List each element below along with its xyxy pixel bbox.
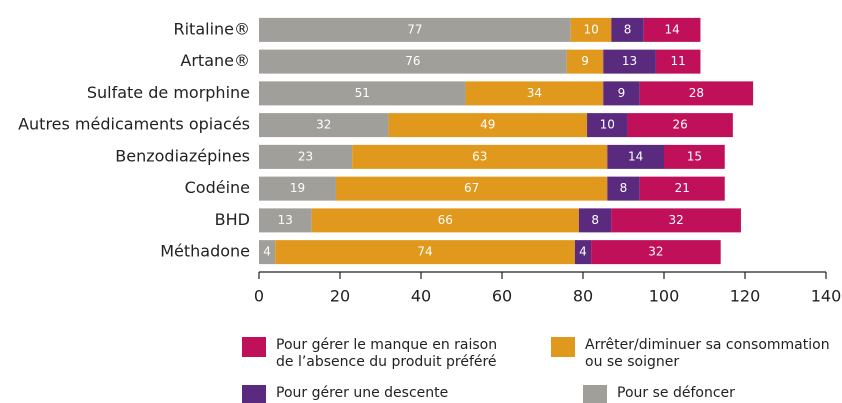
data-label: 28 (689, 86, 704, 100)
y-tick-label: Méthadone (160, 242, 250, 261)
x-tick-label: 100 (649, 287, 680, 306)
data-label: 66 (438, 213, 453, 227)
y-tick-label: Benzodiazépines (115, 146, 250, 165)
data-label: 51 (355, 86, 370, 100)
data-label: 11 (671, 54, 686, 68)
data-label: 15 (687, 149, 702, 163)
legend-label: Pour gérer une descente (276, 385, 449, 401)
data-label: 10 (600, 118, 615, 132)
legend-item: Arrêter/diminuer sa consommation ou se s… (551, 337, 831, 371)
data-label: 32 (648, 245, 663, 259)
legend-item: Pour gérer une descente (242, 385, 502, 403)
data-label: 14 (628, 149, 643, 163)
data-label: 8 (620, 181, 628, 195)
bar-segment (574, 240, 592, 265)
bar-segment (259, 81, 466, 106)
bar-segment (611, 17, 644, 42)
bar-segment (587, 113, 628, 138)
data-label: 32 (316, 118, 331, 132)
data-label: 74 (417, 245, 432, 259)
bar-segment (607, 176, 640, 201)
bar-segment (259, 208, 312, 233)
data-label: 32 (669, 213, 684, 227)
data-label: 76 (405, 54, 420, 68)
x-tick-label: 20 (330, 287, 350, 306)
bar-segment (259, 17, 571, 42)
data-label: 9 (581, 54, 589, 68)
data-label: 67 (464, 181, 479, 195)
bar-segment (465, 81, 604, 106)
bar-segment (352, 144, 608, 169)
bar-segment (639, 81, 754, 106)
y-tick-label: BHD (215, 210, 250, 229)
data-label: 4 (263, 245, 271, 259)
data-label: 77 (407, 22, 422, 36)
x-tick-label: 40 (411, 287, 431, 306)
data-label: 21 (675, 181, 690, 195)
data-label: 13 (622, 54, 637, 68)
y-tick-label: Artane® (180, 51, 250, 70)
bar-segment (655, 49, 701, 74)
bar-segment (311, 208, 579, 233)
x-tick-label: 60 (492, 287, 512, 306)
bar-segment (607, 144, 664, 169)
x-tick-label: 80 (573, 287, 593, 306)
bar-segment (639, 176, 725, 201)
data-label: 23 (298, 149, 313, 163)
bar-segment (627, 113, 733, 138)
bar-segment (578, 208, 612, 233)
bar-segment (566, 49, 604, 74)
bar-segment (335, 176, 608, 201)
bar-segment (570, 17, 612, 42)
bar-segment (603, 49, 656, 74)
bar-segment (603, 81, 640, 106)
y-tick-label: Autres médicaments opiacés (18, 115, 250, 134)
chart: 0 20 40 60 80 100 120 140 Ritaline® 77 10 8 14 Artane… (18, 17, 842, 306)
legend-swatch (242, 385, 266, 403)
x-tick-label: 140 (811, 287, 842, 306)
data-label: 13 (278, 213, 293, 227)
data-label: 63 (472, 149, 487, 163)
bar-segment (259, 176, 336, 201)
data-label: 8 (591, 213, 599, 227)
bar-segment (611, 208, 741, 233)
bar-segment (259, 144, 353, 169)
data-label: 9 (618, 86, 626, 100)
legend-swatch (242, 337, 266, 357)
data-label: 34 (527, 86, 542, 100)
legend-item: Pour gérer le manque en raison de l’abse… (242, 337, 512, 371)
data-label: 49 (480, 118, 495, 132)
bar-segment (259, 113, 389, 138)
legend-item: Pour se défoncer (583, 385, 823, 403)
x-tick-label: 0 (254, 287, 264, 306)
bar-segment (275, 240, 575, 265)
data-label: 8 (624, 22, 632, 36)
data-label: 14 (664, 22, 679, 36)
bar-segment (259, 240, 276, 265)
bar-segment (388, 113, 588, 138)
data-label: 4 (579, 245, 587, 259)
legend-label: Pour se défoncer (617, 385, 735, 401)
data-label: 10 (583, 22, 598, 36)
x-tick-label: 120 (730, 287, 761, 306)
y-tick-label: Sulfate de morphine (87, 83, 250, 102)
data-label: 26 (673, 118, 688, 132)
bar-segment (591, 240, 721, 265)
legend-label: Pour gérer le manque en raison de l’abse… (276, 337, 498, 370)
y-tick-label: Ritaline® (173, 19, 250, 38)
bar-segment (664, 144, 725, 169)
legend-swatch (551, 337, 575, 357)
bar-segment (643, 17, 701, 42)
bar-segment (259, 49, 567, 74)
legend-swatch (583, 385, 607, 403)
data-label: 19 (290, 181, 305, 195)
y-tick-label: Codéine (185, 178, 250, 197)
legend-label: Arrêter/diminuer sa consommation ou se s… (585, 337, 830, 370)
